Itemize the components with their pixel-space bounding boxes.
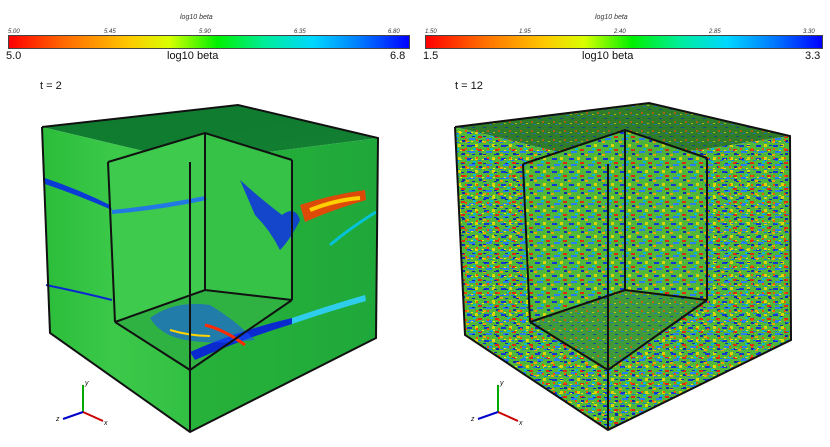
colorbar-tick: 1.50 — [425, 29, 437, 35]
vortex-region — [204, 323, 246, 347]
colorbar-min-label: 1.5 — [423, 50, 439, 62]
colorbar-max-label: 6.8 — [390, 50, 406, 62]
cutaway-floor — [530, 290, 707, 370]
axis-y-label: y — [499, 380, 504, 387]
current-sheet — [112, 196, 207, 214]
colorbar-tick: 2.85 — [709, 29, 721, 35]
colorbar-tick: 1.95 — [519, 29, 531, 35]
time-label: t = 2 — [40, 80, 62, 92]
colorbar-gradient — [425, 35, 823, 49]
cube-rendering — [41, 103, 380, 434]
colorbar-min-label: 5.0 — [6, 50, 22, 62]
colorbar-tick: 3.30 — [803, 29, 815, 35]
current-sheet — [292, 295, 366, 324]
colorbar-title: log10 beta — [595, 14, 628, 21]
colorbar-tick: 5.90 — [199, 29, 211, 35]
axis-x-line — [497, 411, 519, 422]
axis-x-line — [82, 411, 104, 422]
current-sheet — [45, 284, 113, 301]
axis-z-line — [62, 411, 84, 420]
cutaway-side-wall — [625, 130, 707, 300]
panel-t2: log10 beta 5.00 5.45 5.90 6.35 6.80 5.0 … — [6, 14, 410, 434]
current-sheet — [329, 210, 377, 247]
colorbar-tick: 6.80 — [388, 29, 400, 35]
colorbar-tick: 2.40 — [614, 29, 626, 35]
axis-y-label: y — [84, 380, 89, 387]
colorbar-tick: 5.00 — [8, 29, 20, 35]
cutaway-back-wall — [108, 133, 205, 322]
axis-z-label: z — [470, 416, 475, 423]
orientation-axes: y x z — [470, 380, 523, 427]
colorbar-tick: 5.45 — [104, 29, 116, 35]
orientation-axes: y x z — [55, 380, 108, 427]
colorbar-label: log10 beta — [582, 50, 634, 62]
vortex-region — [240, 180, 300, 250]
cube-rendering — [454, 101, 793, 432]
colorbar-title: log10 beta — [180, 14, 213, 21]
colorbar-gradient — [8, 35, 410, 49]
colorbar-tick: 6.35 — [294, 29, 306, 35]
cutaway-side-wall — [205, 133, 292, 300]
axis-z-line — [477, 411, 499, 420]
axis-x-label: x — [518, 420, 523, 427]
colorbar-label: log10 beta — [167, 50, 219, 62]
axis-x-label: x — [103, 420, 108, 427]
panel-t12: log10 beta 1.50 1.95 2.40 2.85 3.30 1.5 … — [415, 0, 830, 447]
current-sheet — [45, 178, 112, 210]
cube-edges — [41, 103, 380, 434]
cube-top-face — [42, 105, 378, 162]
vortex-region — [309, 196, 361, 212]
cutaway-back-wall — [523, 130, 625, 322]
axis-z-label: z — [55, 416, 60, 423]
time-label: t = 12 — [455, 80, 483, 92]
colorbar-max-label: 3.3 — [805, 50, 821, 62]
cube-edges — [454, 101, 793, 432]
